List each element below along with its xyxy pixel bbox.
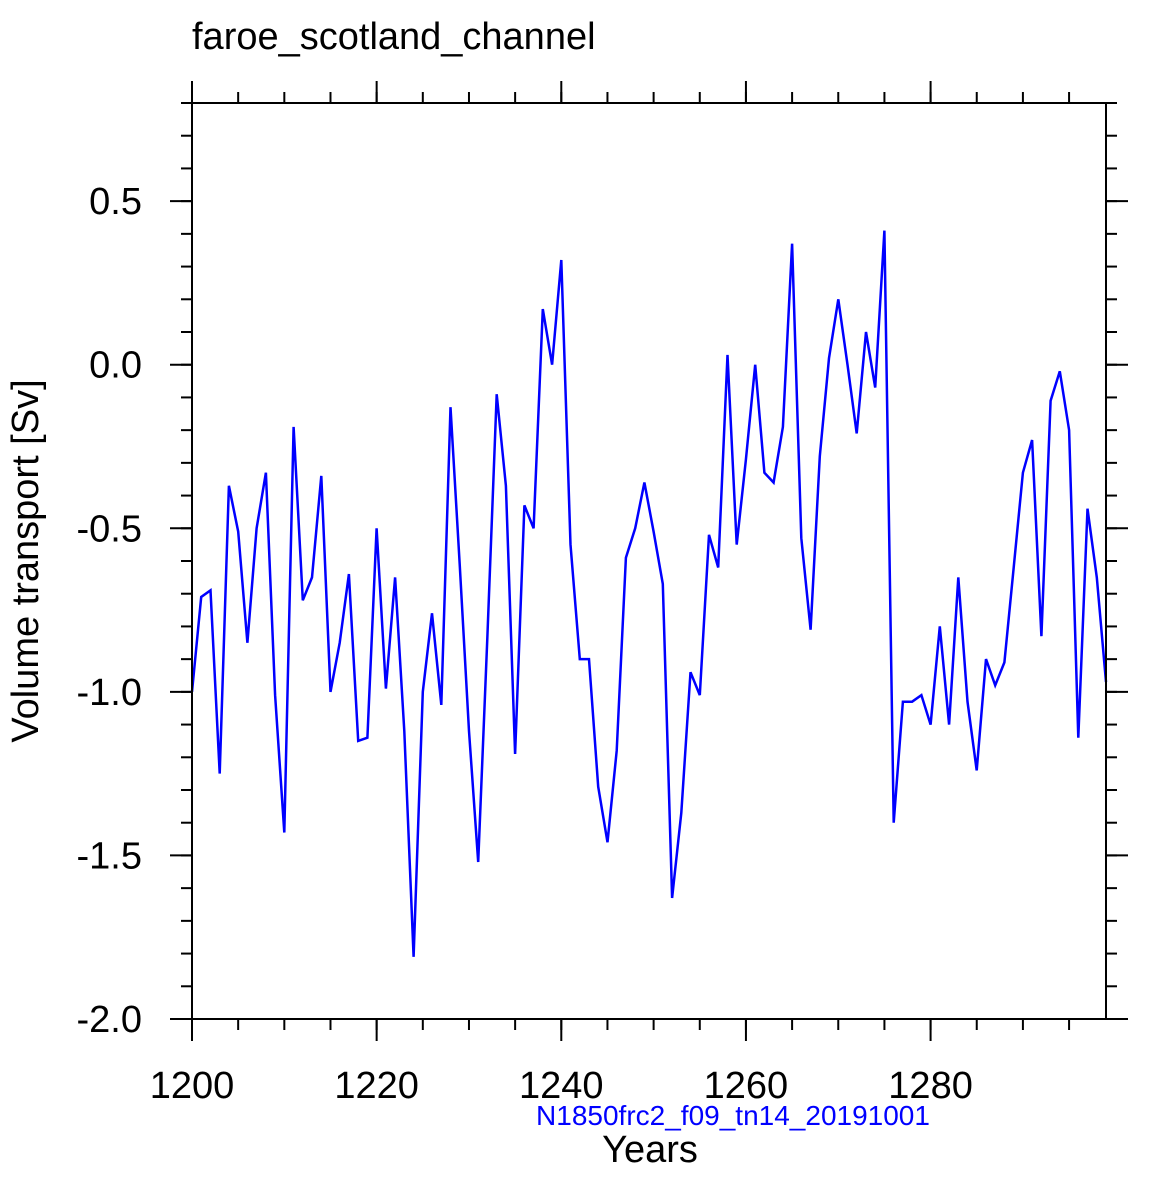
run-id-label: N1850frc2_f09_tn14_20191001 (536, 1100, 930, 1131)
series-layer (190, 230, 1108, 957)
x-tick-labels: 1200 1220 1240 1260 1280 (150, 1065, 973, 1107)
x-tick-label: 1280 (888, 1065, 973, 1107)
y-tick-label: -1.0 (77, 672, 142, 714)
chart-title: faroe_scotland_channel (192, 16, 596, 58)
y-axis-label: Volume transport [Sv] (5, 379, 47, 742)
y-tick-labels: 0.5 0.0 -0.5 -1.0 -1.5 -2.0 (77, 181, 142, 1041)
plot-frame (191, 102, 1107, 1020)
series-line (190, 230, 1108, 957)
y-tick-label: 0.5 (89, 181, 142, 223)
x-tick-label: 1240 (519, 1065, 604, 1107)
x-tick-label: 1200 (150, 1065, 235, 1107)
x-axis-label: Years (602, 1129, 698, 1171)
x-tick-label: 1220 (334, 1065, 419, 1107)
y-tick-label: -0.5 (77, 508, 142, 550)
axis-ticks (170, 81, 1128, 1041)
x-tick-label: 1260 (704, 1065, 789, 1107)
y-tick-label: 0.0 (89, 345, 142, 387)
y-tick-label: -1.5 (77, 835, 142, 877)
y-tick-label: -2.0 (77, 999, 142, 1041)
